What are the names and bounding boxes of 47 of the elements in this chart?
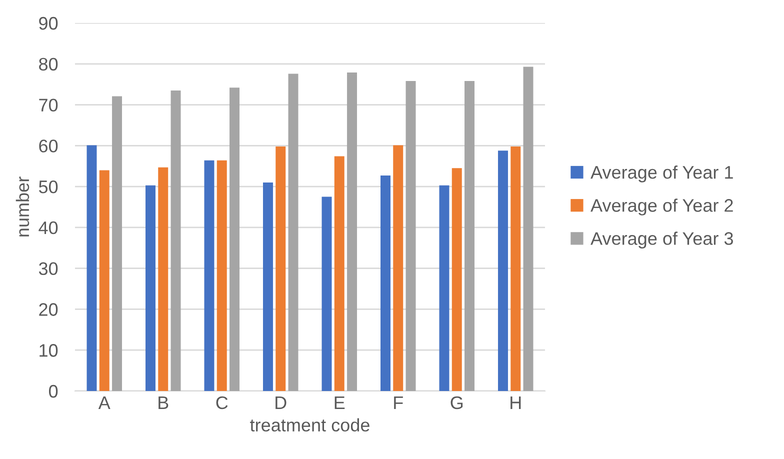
bar xyxy=(380,176,390,391)
y-tick-label: 70 xyxy=(39,98,58,112)
bar xyxy=(439,185,450,391)
bar xyxy=(510,146,521,391)
bar xyxy=(204,160,214,391)
bar xyxy=(86,145,97,391)
x-tick-label: G xyxy=(450,396,463,410)
bar xyxy=(288,74,298,391)
bar xyxy=(452,168,462,391)
y-tick-label: 0 xyxy=(49,384,58,398)
bar xyxy=(230,88,240,391)
bar xyxy=(322,196,332,391)
y-tick-label: 60 xyxy=(39,140,58,152)
bar xyxy=(406,81,416,391)
y-tick-label: 90 xyxy=(39,16,58,30)
legend-label: Average of Year 3 xyxy=(590,232,733,248)
y-axis-title: number xyxy=(16,176,30,236)
x-tick-label: D xyxy=(276,396,286,409)
y-tick-label: 10 xyxy=(40,344,58,357)
y-tick-label: 40 xyxy=(38,221,58,234)
bar xyxy=(347,72,357,391)
x-tick-label: B xyxy=(158,396,168,409)
x-tick-label: F xyxy=(394,396,403,409)
bar xyxy=(263,182,273,391)
x-tick-label: E xyxy=(334,396,345,409)
legend-label: Average of Year 1 xyxy=(590,166,733,182)
bar xyxy=(158,167,168,391)
y-tick-label: 50 xyxy=(38,180,58,194)
bar xyxy=(276,146,286,391)
y-tick-label: 80 xyxy=(39,58,58,71)
bar xyxy=(523,66,534,391)
x-tick-label: A xyxy=(98,396,110,409)
bar xyxy=(498,150,508,391)
bar xyxy=(334,156,344,391)
legend-label: Average of Year 2 xyxy=(590,198,733,216)
x-axis-title: treatment code xyxy=(250,418,370,432)
bar xyxy=(112,96,122,391)
bar xyxy=(216,160,227,391)
y-tick-label: 20 xyxy=(39,303,58,316)
bar xyxy=(464,81,474,391)
bar xyxy=(99,170,110,391)
x-tick-label: H xyxy=(510,396,521,409)
y-tick-label: 30 xyxy=(38,262,58,276)
bar xyxy=(170,90,181,391)
x-tick-label: C xyxy=(216,396,228,410)
bar xyxy=(393,145,404,391)
bar xyxy=(146,185,156,391)
